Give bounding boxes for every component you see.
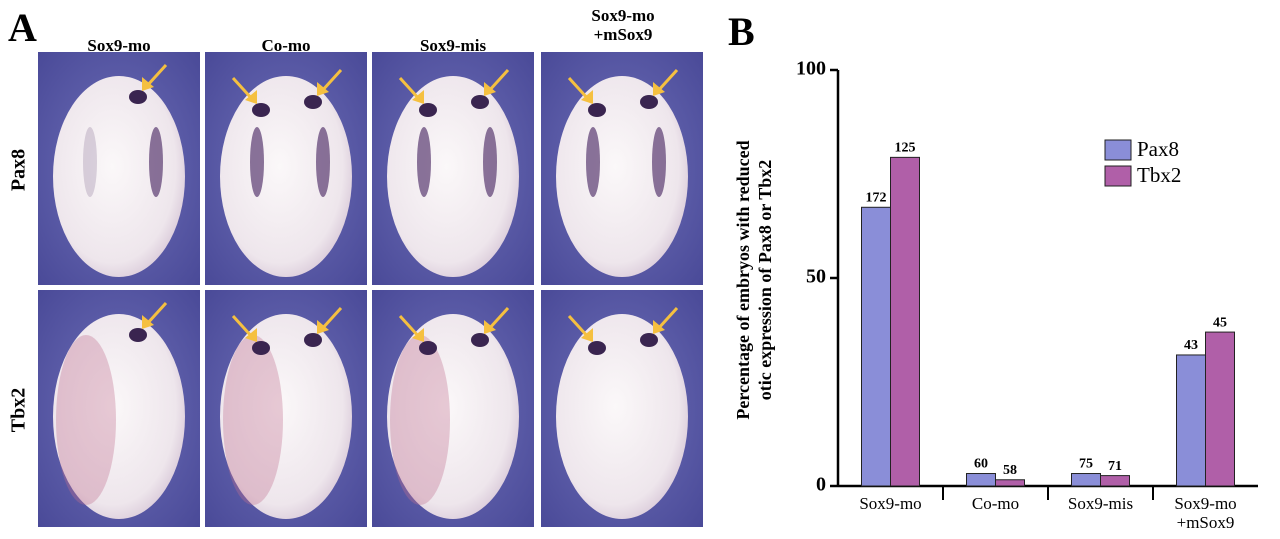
- y-tick-label: 50: [806, 266, 826, 288]
- arrow-head: [653, 82, 665, 96]
- legend-label: Tbx2: [1137, 163, 1181, 187]
- legend-label: Pax8: [1137, 137, 1179, 161]
- otic-spot: [304, 333, 322, 347]
- arrow-head: [581, 90, 593, 104]
- count-label: 75: [1079, 457, 1093, 472]
- bar: [1071, 473, 1101, 487]
- embryo: [220, 76, 352, 277]
- y-axis-label: Percentage of embryos with reduced: [733, 140, 753, 419]
- otic-spot: [252, 341, 270, 355]
- otic-spot: [252, 103, 270, 117]
- embryo: [387, 314, 519, 519]
- otic-spot: [471, 95, 489, 109]
- arrow-head: [581, 328, 593, 342]
- embryo-images: [38, 52, 703, 527]
- stain: [483, 127, 497, 197]
- bar: [966, 473, 996, 487]
- otic-spot: [640, 333, 658, 347]
- arrow-head: [653, 320, 665, 334]
- count-label: 58: [1003, 463, 1017, 478]
- column-label: Sox9-mo +mSox9: [591, 6, 655, 44]
- panel-label: B: [728, 9, 755, 54]
- stain: [652, 127, 666, 197]
- otic-spot: [419, 341, 437, 355]
- count-label: 43: [1184, 338, 1198, 353]
- arrow-head: [142, 315, 154, 329]
- x-tick-label: Co-mo: [971, 494, 1020, 513]
- embryo: [556, 314, 688, 519]
- otic-spot: [588, 103, 606, 117]
- column-label: Sox9-mis: [419, 36, 487, 55]
- count-label: 45: [1213, 315, 1227, 330]
- bar: [890, 156, 920, 487]
- count-label: 71: [1108, 459, 1122, 474]
- arrow-head: [412, 90, 424, 104]
- arrow-head: [317, 82, 329, 96]
- count-label: 172: [866, 190, 887, 205]
- arrow-head: [484, 82, 496, 96]
- embryo: [387, 76, 519, 277]
- count-label: 125: [895, 141, 916, 156]
- row-label: Pax8: [8, 149, 30, 191]
- embryo: [53, 314, 185, 519]
- otic-spot: [129, 90, 147, 104]
- stain: [83, 127, 97, 197]
- row-label: Tbx2: [8, 388, 30, 432]
- count-label: 60: [974, 457, 988, 472]
- otic-spot: [471, 333, 489, 347]
- stain: [56, 335, 116, 505]
- column-label: Co-mo: [261, 36, 311, 55]
- arrow-head: [412, 328, 424, 342]
- arrow-head: [142, 77, 154, 91]
- otic-spot: [640, 95, 658, 109]
- stain: [586, 127, 600, 197]
- stain: [417, 127, 431, 197]
- stain: [250, 127, 264, 197]
- x-tick-label: Sox9-mo: [859, 494, 922, 513]
- otic-spot: [304, 95, 322, 109]
- otic-spot: [419, 103, 437, 117]
- arrow-head: [245, 328, 257, 342]
- bar: [861, 206, 891, 487]
- stain: [390, 335, 450, 505]
- otic-spot: [129, 328, 147, 342]
- legend-swatch: [1104, 165, 1132, 187]
- stain: [316, 127, 330, 197]
- bar: [1100, 475, 1130, 487]
- x-tick-label: Sox9-mo +mSox9: [1174, 494, 1237, 532]
- y-tick-label: 100: [796, 58, 826, 80]
- bar: [1176, 354, 1206, 487]
- stain: [149, 127, 163, 197]
- panel-label: A: [8, 5, 37, 50]
- legend-swatch: [1104, 139, 1132, 161]
- arrow-head: [484, 320, 496, 334]
- y-tick-label: 0: [816, 474, 826, 496]
- bar-chart: B 0 50 100 Percentage of embryos with reduce…: [728, 9, 1258, 500]
- column-label: Sox9-mo: [87, 36, 151, 55]
- y-axis-label: otic expression of Pax8 or Tbx2: [755, 160, 775, 401]
- arrow-head: [317, 320, 329, 334]
- arrow-head: [245, 90, 257, 104]
- x-tick-label: Sox9-mis: [1067, 494, 1134, 513]
- bar: [995, 479, 1025, 487]
- embryo: [556, 76, 688, 277]
- stain: [223, 335, 283, 505]
- bar: [1205, 331, 1235, 487]
- embryo: [53, 76, 185, 277]
- embryo: [220, 314, 352, 519]
- otic-spot: [588, 341, 606, 355]
